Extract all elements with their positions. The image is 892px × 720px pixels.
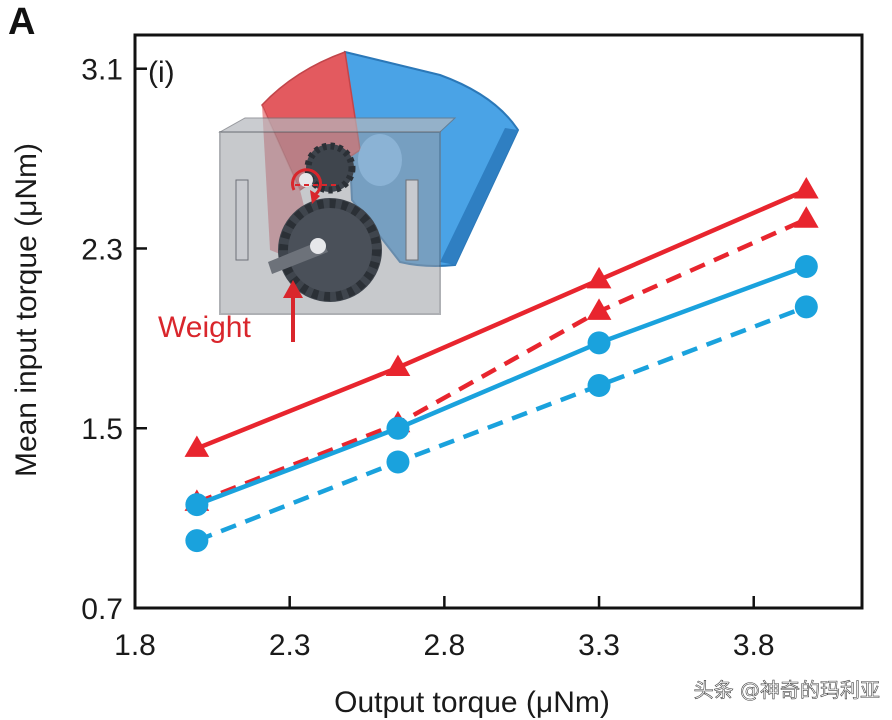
housing-side-slot-right	[405, 179, 419, 261]
x-axis-title: Output torque (μNm)	[334, 686, 610, 719]
watermark-text: 头条 @神奇的玛利亚	[694, 678, 880, 702]
data-point-circle	[587, 374, 611, 398]
weight-label: Weight	[158, 311, 251, 344]
series-line	[196, 217, 808, 505]
x-tick-label: 1.8	[114, 629, 156, 662]
shaft-end	[310, 238, 326, 254]
inset-label: (i)	[148, 56, 175, 89]
data-point-circle	[185, 493, 209, 517]
series-red-solid	[184, 177, 819, 457]
rotation-arrow-icon	[291, 168, 340, 204]
data-point-circle	[386, 450, 410, 474]
data-point-circle	[386, 416, 410, 440]
data-point-triangle	[385, 354, 411, 377]
series-blue-solid	[185, 254, 818, 517]
panel-label: A	[8, 1, 35, 43]
series-line	[196, 264, 808, 507]
x-tick-label: 3.3	[578, 629, 620, 662]
data-point-circle	[185, 529, 209, 553]
small-shaft-end	[299, 173, 313, 187]
data-point-triangle	[793, 177, 819, 199]
y-tick-label: 3.1	[81, 54, 123, 87]
x-tick-label: 3.8	[733, 629, 775, 662]
plot-frame	[133, 33, 864, 610]
y-axis-title: Mean input torque (μNm)	[10, 143, 43, 477]
data-point-triangle	[793, 206, 819, 228]
data-point-triangle	[586, 266, 612, 289]
large-gear	[278, 198, 382, 302]
y-tick-label: 1.5	[81, 413, 123, 446]
small-gear	[304, 142, 356, 194]
x-axis-ticks: 1.8 2.3 2.8 3.3 3.8	[114, 596, 775, 662]
housing-side-slot-left	[235, 179, 249, 261]
blue-wheel-rim	[440, 128, 518, 265]
data-point-circle	[794, 295, 818, 319]
series-blue-dashed	[185, 295, 818, 553]
y-tick-label: 0.7	[81, 593, 123, 626]
gear-mechanism-illustration	[218, 50, 520, 342]
data-point-circle	[794, 254, 818, 278]
housing-top	[218, 117, 457, 133]
data-point-triangle	[586, 298, 612, 320]
axle-cylinder	[358, 134, 402, 186]
y-axis-ticks: 0.7 1.5 2.3 3.1	[81, 54, 147, 626]
x-tick-label: 2.8	[424, 629, 466, 662]
series-layer	[184, 177, 819, 553]
data-point-triangle	[184, 435, 210, 457]
y-tick-label: 2.3	[81, 233, 123, 266]
series-line	[196, 304, 808, 543]
weight-arrow-icon	[283, 280, 303, 342]
x-tick-label: 2.3	[269, 629, 311, 662]
data-point-circle	[587, 331, 611, 355]
series-line	[196, 187, 808, 451]
